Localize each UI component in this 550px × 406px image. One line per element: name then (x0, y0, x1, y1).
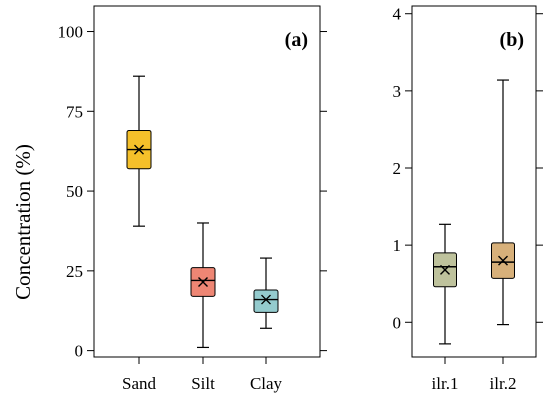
panel-a-ytick-label: 25 (66, 262, 83, 281)
panel-a-ytick-label: 0 (75, 342, 84, 361)
mean-marker-sand (134, 144, 144, 155)
panel-b-label: (b) (500, 29, 524, 51)
xtick-label-silt: Silt (191, 374, 215, 393)
xtick-label-sand: Sand (122, 374, 157, 393)
mean-marker-ilr-2 (498, 255, 508, 266)
panel-a-ytick-label: 75 (66, 102, 83, 121)
mean-marker-ilr-1 (440, 264, 450, 275)
mean-marker-silt (198, 277, 208, 288)
box-clay (253, 289, 279, 313)
panel-a-ytick-label: 50 (66, 182, 83, 201)
panel-a: 0 25 50 75 100 (a) Sand Silt Clay (58, 5, 327, 393)
xtick-label-ilr-2: ilr.2 (490, 374, 517, 393)
xtick-label-clay: Clay (250, 374, 283, 393)
y-axis-label: Concentration (%) (11, 144, 35, 300)
panel-b-ytick-label: 0 (393, 313, 402, 332)
xtick-label-ilr-1: ilr.1 (432, 374, 459, 393)
panel-b-ytick-label: 1 (393, 236, 402, 255)
panel-b: 0 1 2 3 4 (b) ilr.1 ilr.2 (393, 5, 543, 393)
panel-a-frame (93, 5, 321, 358)
panel-b-ytick-label: 4 (393, 5, 402, 24)
mean-marker-clay (261, 294, 271, 305)
panel-b-frame (411, 5, 537, 358)
panel-a-label: (a) (285, 29, 308, 51)
panel-b-ytick-label: 3 (393, 82, 402, 101)
panel-a-ytick-label: 100 (58, 23, 84, 42)
panel-b-ytick-label: 2 (393, 159, 402, 178)
